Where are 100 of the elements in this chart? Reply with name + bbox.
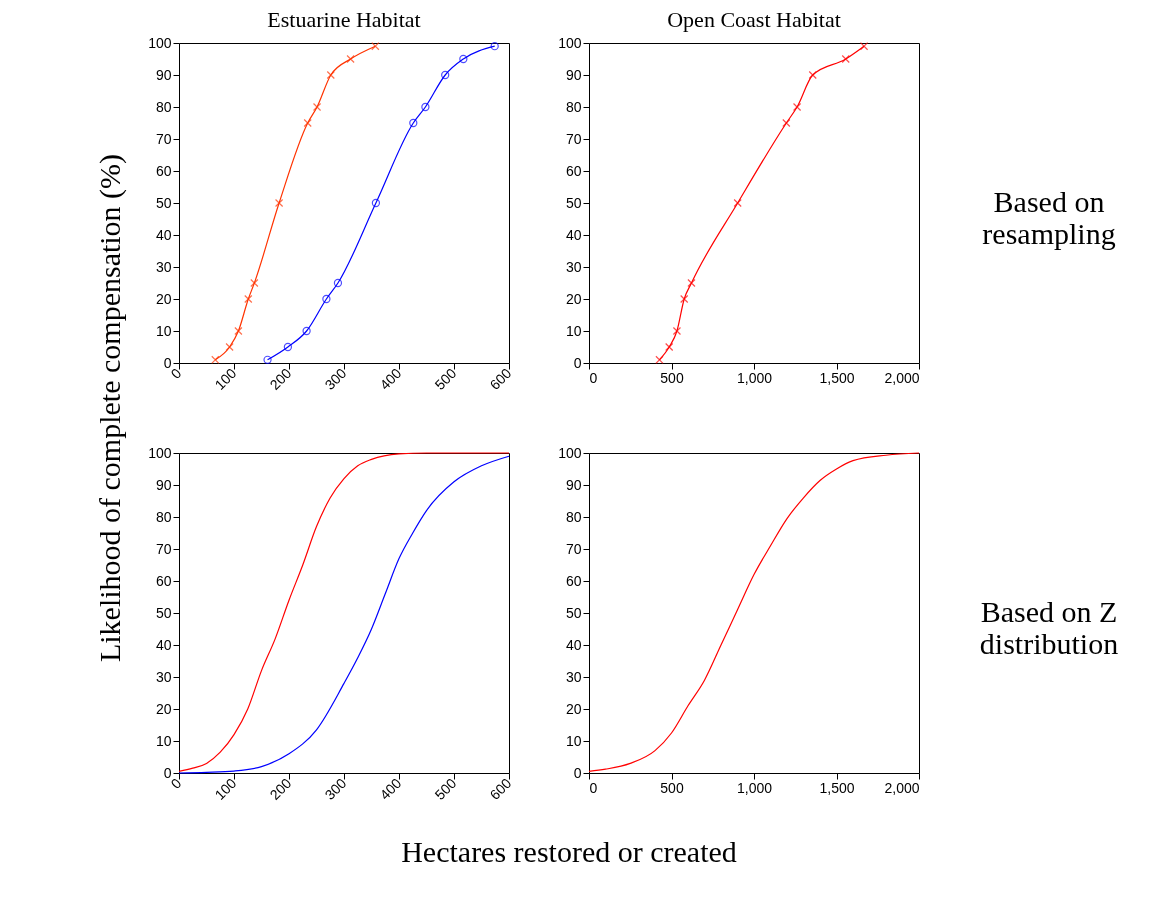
y-tick-label: 20 bbox=[565, 290, 582, 307]
point bbox=[303, 118, 312, 128]
x-tick-label: 1,000 bbox=[736, 779, 773, 796]
point bbox=[441, 70, 450, 80]
y-tick-label: 70 bbox=[155, 130, 172, 147]
y-tick-label: 90 bbox=[565, 66, 582, 83]
chart-title: Estuarine Habitat bbox=[267, 7, 421, 32]
y-tick-label: 20 bbox=[155, 700, 172, 717]
y-tick-label: 100 bbox=[558, 444, 582, 461]
y-tick-label: 90 bbox=[565, 476, 582, 493]
point bbox=[312, 102, 322, 112]
y-tick-label: 80 bbox=[565, 508, 582, 525]
point bbox=[371, 42, 380, 51]
point bbox=[371, 198, 381, 208]
y-tick-label: 40 bbox=[565, 226, 582, 243]
x-tick-label: 0 bbox=[589, 779, 598, 796]
point bbox=[655, 355, 664, 364]
line-series bbox=[588, 452, 920, 772]
x-axis-title: Hectares restored or created bbox=[401, 835, 737, 868]
y-tick-label: 10 bbox=[565, 322, 582, 339]
point bbox=[421, 102, 430, 112]
y-tick-label: 80 bbox=[565, 98, 582, 115]
point bbox=[409, 118, 418, 128]
point bbox=[211, 355, 220, 364]
y-tick-label: 100 bbox=[558, 34, 582, 51]
x-tick-label: 300 bbox=[321, 364, 350, 393]
y-tick-label: 90 bbox=[155, 476, 172, 493]
x-tick-label: 600 bbox=[486, 774, 515, 803]
y-tick-label: 70 bbox=[565, 130, 582, 147]
y-tick-label: 20 bbox=[155, 290, 172, 307]
y-tick-label: 100 bbox=[148, 444, 172, 461]
point bbox=[687, 278, 696, 288]
point bbox=[459, 54, 468, 64]
point bbox=[322, 294, 331, 304]
point bbox=[274, 198, 284, 208]
x-tick-label: 400 bbox=[376, 774, 405, 803]
y-tick-label: 100 bbox=[148, 34, 172, 51]
y-tick-label: 60 bbox=[155, 162, 172, 179]
x-tick-label: 600 bbox=[486, 364, 515, 393]
y-tick-label: 70 bbox=[565, 540, 582, 557]
y-tick-label: 50 bbox=[565, 194, 582, 211]
point bbox=[244, 294, 253, 304]
x-tick-label: 1,500 bbox=[819, 779, 855, 796]
x-tick-label: 500 bbox=[660, 779, 684, 796]
y-tick-label: 50 bbox=[565, 604, 582, 621]
x-tick-label: 2,000 bbox=[884, 369, 920, 386]
point bbox=[680, 294, 689, 304]
x-tick-label: 200 bbox=[266, 774, 295, 803]
chart-title: Open Coast Habitat bbox=[667, 7, 841, 32]
x-tick-label: 500 bbox=[431, 774, 460, 803]
x-tick-label: 500 bbox=[431, 364, 460, 393]
y-tick-label: 10 bbox=[155, 322, 172, 339]
point bbox=[263, 355, 272, 364]
point bbox=[782, 118, 791, 128]
y-tick-label: 30 bbox=[155, 258, 172, 275]
point bbox=[792, 102, 802, 112]
x-tick-label: 300 bbox=[321, 774, 350, 803]
y-tick-label: 90 bbox=[155, 66, 172, 83]
y-tick-label: 20 bbox=[565, 700, 582, 717]
y-tick-label: 70 bbox=[155, 540, 172, 557]
point bbox=[665, 342, 674, 352]
point bbox=[333, 278, 343, 288]
point bbox=[234, 326, 243, 336]
point bbox=[490, 42, 499, 51]
y-tick-label: 10 bbox=[565, 732, 582, 749]
y-tick-label: 30 bbox=[155, 668, 172, 685]
x-tick-label: 400 bbox=[376, 364, 405, 393]
y-tick-label: 50 bbox=[155, 604, 172, 621]
y-tick-label: 40 bbox=[565, 636, 582, 653]
y-tick-label: 50 bbox=[155, 194, 172, 211]
y-tick-label: 60 bbox=[565, 572, 582, 589]
x-tick-label: 2,000 bbox=[884, 779, 920, 796]
point bbox=[283, 342, 293, 352]
text: Based on Z distribution bbox=[979, 595, 1119, 660]
point bbox=[326, 70, 335, 80]
point bbox=[841, 54, 850, 64]
x-tick-label: 1,000 bbox=[736, 369, 773, 386]
x-tick-label: 500 bbox=[660, 369, 684, 386]
point bbox=[859, 42, 869, 51]
y-tick-label: 60 bbox=[565, 162, 582, 179]
point bbox=[808, 70, 817, 80]
point bbox=[733, 198, 742, 208]
y-tick-label: 10 bbox=[155, 732, 172, 749]
x-tick-label: 200 bbox=[266, 364, 295, 393]
y-tick-label: 40 bbox=[155, 226, 172, 243]
point bbox=[302, 326, 311, 336]
point bbox=[346, 54, 355, 64]
point bbox=[250, 278, 259, 288]
y-tick-label: 60 bbox=[155, 572, 172, 589]
y-tick-label: 30 bbox=[565, 668, 582, 685]
y-tick-label: 30 bbox=[565, 258, 582, 275]
y-axis-title: Likelihood of complete compensation (%) bbox=[93, 153, 127, 663]
x-tick-label: 0 bbox=[589, 369, 598, 386]
x-tick-label: 100 bbox=[211, 364, 240, 393]
y-tick-label: 40 bbox=[155, 636, 172, 653]
y-tick-label: 80 bbox=[155, 98, 172, 115]
x-tick-label: 100 bbox=[211, 774, 240, 803]
text: Based on resampling bbox=[982, 185, 1116, 250]
point bbox=[225, 342, 234, 352]
y-tick-label: 80 bbox=[155, 508, 172, 525]
